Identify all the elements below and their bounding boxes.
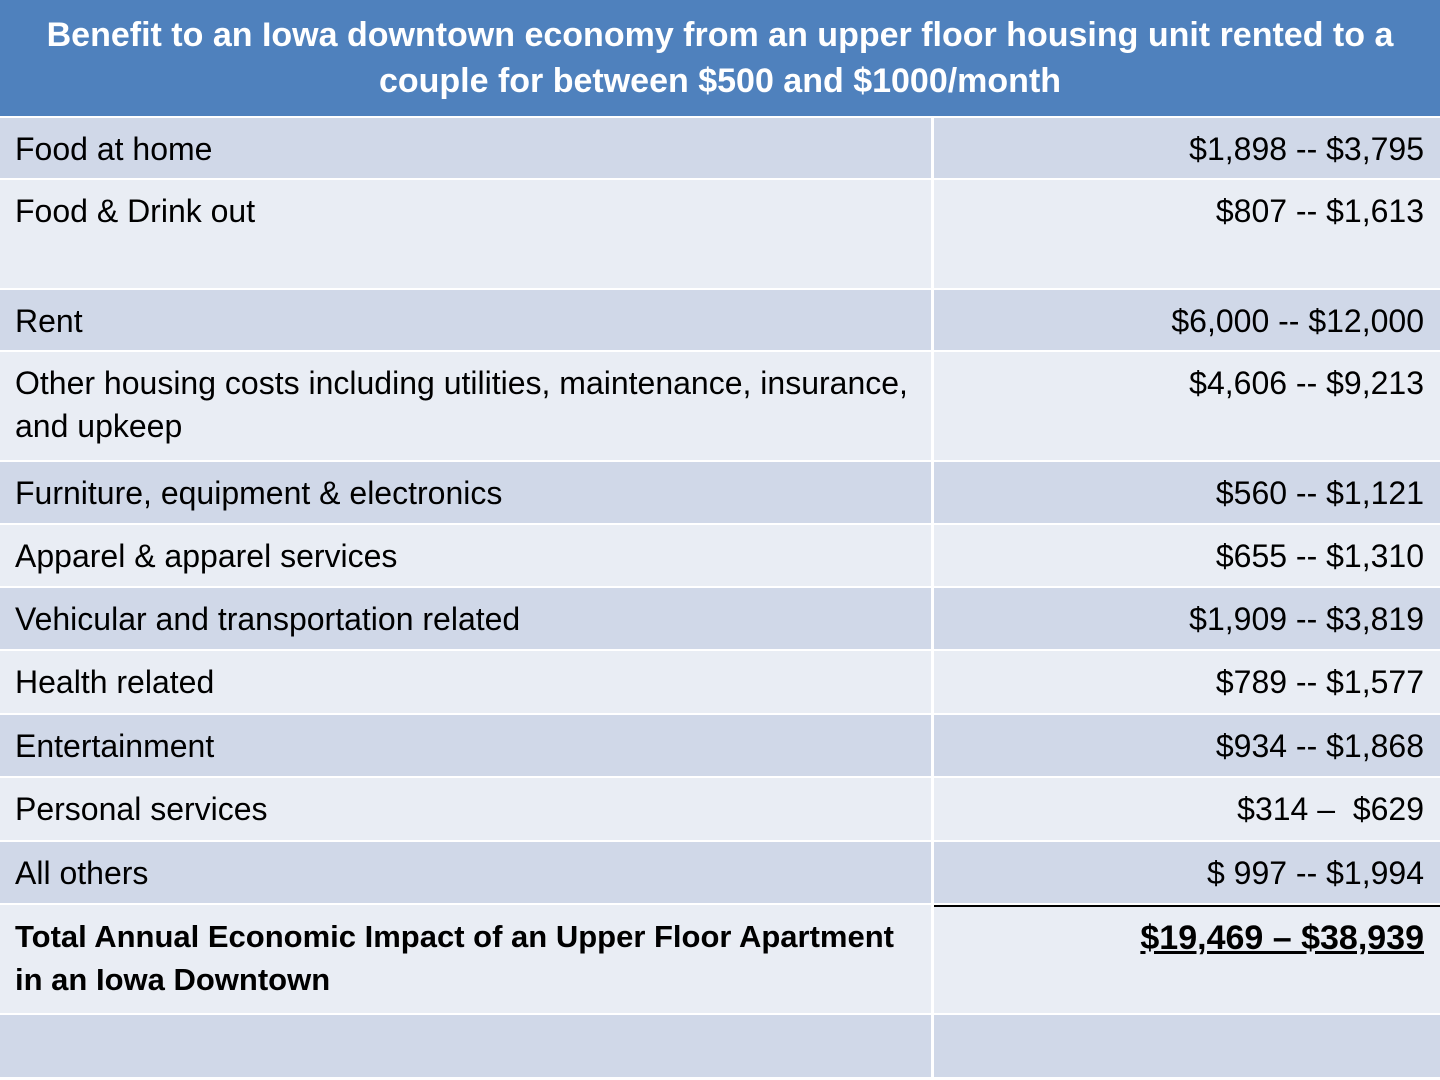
table-row: Health related $789 -- $1,577 bbox=[0, 651, 1440, 715]
row-label: All others bbox=[0, 842, 934, 903]
total-row: Total Annual Economic Impact of an Upper… bbox=[0, 905, 1440, 1015]
row-label: Other housing costs including utilities,… bbox=[0, 352, 934, 460]
row-value: $934 -- $1,868 bbox=[1215, 728, 1424, 764]
table-row: Rent $6,000 -- $12,000 bbox=[0, 290, 1440, 352]
row-value: $314 – $629 bbox=[1237, 791, 1424, 827]
row-label: Rent bbox=[0, 290, 934, 350]
empty-cell bbox=[934, 1015, 1440, 1077]
row-value: $807 -- $1,613 bbox=[1215, 193, 1424, 229]
row-label: Vehicular and transportation related bbox=[0, 588, 934, 649]
row-label: Health related bbox=[0, 651, 934, 713]
empty-row bbox=[0, 1015, 1440, 1077]
row-label: Furniture, equipment & electronics bbox=[0, 462, 934, 523]
row-value: $1,898 -- $3,795 bbox=[1189, 131, 1424, 167]
row-value: $6,000 -- $12,000 bbox=[1171, 303, 1424, 339]
row-value: $4,606 -- $9,213 bbox=[1189, 365, 1424, 401]
page-title: Benefit to an Iowa downtown economy from… bbox=[46, 16, 1394, 100]
row-value: $560 -- $1,121 bbox=[1215, 475, 1424, 511]
table-row: Apparel & apparel services $655 -- $1,31… bbox=[0, 525, 1440, 588]
row-label: Apparel & apparel services bbox=[0, 525, 934, 586]
row-label: Food & Drink out bbox=[0, 180, 934, 288]
total-value-cell: $19,469 – $38,939 bbox=[934, 905, 1440, 1013]
row-value: $ 997 -- $1,994 bbox=[1206, 855, 1424, 891]
table-row: Food & Drink out $807 -- $1,613 bbox=[0, 180, 1440, 290]
total-label: Total Annual Economic Impact of an Upper… bbox=[0, 905, 934, 1013]
table-row: Furniture, equipment & electronics $560 … bbox=[0, 462, 1440, 525]
table-row: Vehicular and transportation related $1,… bbox=[0, 588, 1440, 651]
table-row: Personal services $314 – $629 bbox=[0, 778, 1440, 842]
table-row: Food at home $1,898 -- $3,795 bbox=[0, 118, 1440, 180]
row-value: $655 -- $1,310 bbox=[1215, 538, 1424, 574]
row-label: Personal services bbox=[0, 778, 934, 840]
empty-cell bbox=[0, 1015, 934, 1077]
table-row: All others $ 997 -- $1,994 bbox=[0, 842, 1440, 905]
row-value: $1,909 -- $3,819 bbox=[1189, 601, 1424, 637]
table-row: Entertainment $934 -- $1,868 bbox=[0, 715, 1440, 778]
total-value: $19,469 – $38,939 bbox=[1140, 919, 1424, 957]
row-label: Food at home bbox=[0, 118, 934, 178]
table-header: Benefit to an Iowa downtown economy from… bbox=[0, 0, 1440, 116]
impact-table: Food at home $1,898 -- $3,795 Food & Dri… bbox=[0, 118, 1440, 1077]
table-row: Other housing costs including utilities,… bbox=[0, 352, 1440, 462]
row-value: $789 -- $1,577 bbox=[1215, 664, 1424, 700]
row-label: Entertainment bbox=[0, 715, 934, 776]
